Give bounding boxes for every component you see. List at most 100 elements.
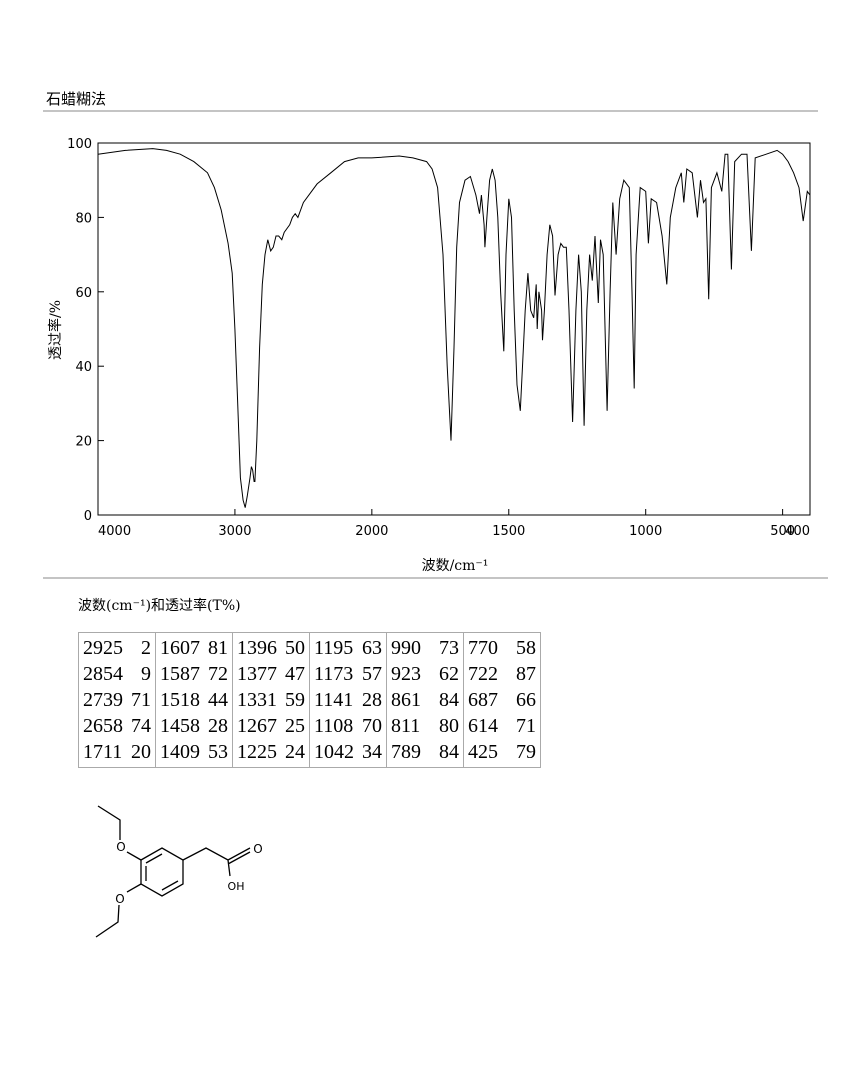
table-entry: 1141 28 [314, 687, 382, 713]
table-entry: 770 58 [468, 635, 536, 661]
transmittance: 71 [131, 689, 151, 711]
transmittance: 34 [362, 741, 382, 763]
wavenumber: 1195 [314, 637, 354, 659]
transmittance: 47 [285, 663, 305, 685]
x-tick-label: 2000 [355, 524, 388, 539]
table-entry: 923 62 [391, 661, 459, 687]
table-entry: 1331 59 [237, 687, 305, 713]
table-entry: 1042 34 [314, 739, 382, 765]
wavenumber: 614 [468, 715, 498, 737]
transmittance: 50 [285, 637, 305, 659]
x-tick-label: 400 [785, 524, 810, 539]
transmittance: 73 [439, 637, 459, 659]
transmittance: 79 [516, 741, 536, 763]
transmittance: 72 [208, 663, 228, 685]
table-entry: 1607 81 [160, 635, 228, 661]
wavenumber: 770 [468, 637, 498, 659]
table-entry: 2739 71 [83, 687, 151, 713]
wavenumber: 1518 [160, 689, 200, 711]
wavenumber: 722 [468, 663, 498, 685]
table-entry: 1458 28 [160, 713, 228, 739]
table-entry: 1396 50 [237, 635, 305, 661]
transmittance: 59 [285, 689, 305, 711]
y-tick-label: 20 [75, 435, 92, 450]
wavenumber: 687 [468, 689, 498, 711]
wavenumber: 1173 [314, 663, 354, 685]
wavenumber: 425 [468, 741, 498, 763]
table-entry: 722 87 [468, 661, 536, 687]
transmittance: 74 [131, 715, 151, 737]
transmittance: 58 [516, 637, 536, 659]
wavenumber: 1267 [237, 715, 277, 737]
wavenumber: 811 [391, 715, 421, 737]
table-entry: 2854 9 [83, 661, 151, 687]
y-tick-label: 0 [84, 509, 92, 524]
transmittance: 71 [516, 715, 536, 737]
transmittance: 53 [208, 741, 228, 763]
transmittance: 87 [516, 663, 536, 685]
x-tick-label: 4000 [98, 524, 131, 539]
table-entry: 1518 44 [160, 687, 228, 713]
table-entry: 789 84 [391, 739, 459, 765]
transmittance: 63 [362, 637, 382, 659]
table-entry: 2925 2 [83, 635, 151, 661]
table-entry: 861 84 [391, 687, 459, 713]
table-row: 2925 2 2854 9 2739 71 2658 74 1711 20 1607 81 1587 72… [78, 632, 541, 768]
transmittance: 24 [285, 741, 305, 763]
table-cell: 990 73 923 62 861 84 811 80 789 84 [386, 632, 464, 768]
wavenumber: 2854 [83, 663, 123, 685]
wavenumber: 990 [391, 637, 421, 659]
transmittance: 25 [285, 715, 305, 737]
table-entry: 990 73 [391, 635, 459, 661]
table-entry: 1108 70 [314, 713, 382, 739]
table-entry: 425 79 [468, 739, 536, 765]
table-entry: 1377 47 [237, 661, 305, 687]
table-entry: 614 71 [468, 713, 536, 739]
wavenumber: 1141 [314, 689, 354, 711]
y-tick-label: 100 [67, 137, 92, 152]
transmittance: 81 [208, 637, 228, 659]
table-cell: 1607 81 1587 72 1518 44 1458 28 1409 53 [155, 632, 233, 768]
x-tick-label: 3000 [218, 524, 251, 539]
wavenumber: 1607 [160, 637, 200, 659]
x-tick-label: 1000 [629, 524, 662, 539]
transmittance: 66 [516, 689, 536, 711]
transmittance: 70 [362, 715, 382, 737]
table-entry: 1409 53 [160, 739, 228, 765]
atom-label: O [115, 892, 124, 906]
atom-label: O [116, 840, 125, 854]
molecule [95, 805, 251, 938]
table-entry: 1173 57 [314, 661, 382, 687]
transmittance: 20 [131, 741, 151, 763]
y-tick-label: 60 [75, 286, 92, 301]
transmittance: 84 [439, 741, 459, 763]
transmittance: 84 [439, 689, 459, 711]
wavenumber: 2658 [83, 715, 123, 737]
table-entry: 1195 63 [314, 635, 382, 661]
wavenumber: 923 [391, 663, 421, 685]
wavenumber: 2739 [83, 689, 123, 711]
wavenumber: 1458 [160, 715, 200, 737]
page-title: 石蜡糊法 [46, 90, 107, 108]
wavenumber: 1108 [314, 715, 354, 737]
transmittance: 28 [208, 715, 228, 737]
wavenumber: 1042 [314, 741, 354, 763]
transmittance: 44 [208, 689, 228, 711]
wavenumber: 861 [391, 689, 421, 711]
table-entry: 1711 20 [83, 739, 151, 765]
y-tick-label: 40 [75, 360, 92, 375]
wavenumber: 1396 [237, 637, 277, 659]
wavenumber: 1377 [237, 663, 277, 685]
table-entry: 811 80 [391, 713, 459, 739]
table-cell: 1396 50 1377 47 1331 59 1267 25 1225 24 [232, 632, 310, 768]
table-caption: 波数(cm⁻¹)和透过率(T%) [78, 598, 241, 614]
y-axis-label: 透过率/% [47, 300, 64, 360]
wavenumber: 789 [391, 741, 421, 763]
atom-label: O [253, 842, 262, 856]
transmittance: 62 [439, 663, 459, 685]
wavenumber: 1331 [237, 689, 277, 711]
table-entry: 1587 72 [160, 661, 228, 687]
table-cell: 1195 63 1173 57 1141 28 1108 70 1042 34 [309, 632, 387, 768]
